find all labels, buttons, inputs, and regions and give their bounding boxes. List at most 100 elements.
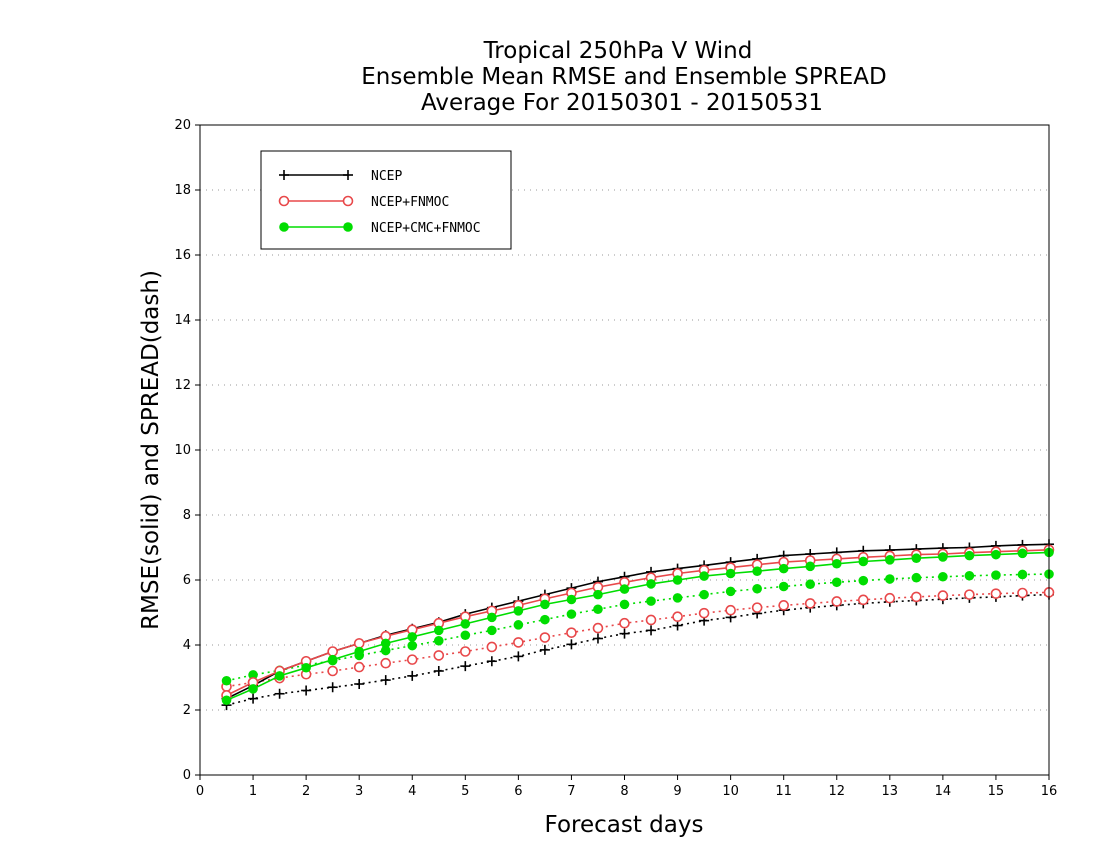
data-point (725, 568, 736, 579)
data-point (539, 632, 551, 643)
data-point (858, 575, 869, 586)
data-point (672, 593, 683, 603)
legend-marker-left (279, 222, 289, 232)
legend-marker-right (343, 170, 353, 180)
x-tick-label: 12 (828, 784, 845, 799)
y-tick-label: 4 (183, 638, 191, 653)
x-tick-label: 3 (355, 784, 363, 799)
data-point (646, 596, 656, 606)
data-point (857, 594, 869, 606)
chart-title-line-3: Average For 20150301 - 20150531 (421, 90, 823, 116)
data-point (353, 661, 365, 673)
data-point (831, 577, 842, 588)
data-point (646, 579, 656, 589)
data-point (911, 553, 922, 564)
data-point (513, 606, 524, 616)
x-tick-label: 7 (567, 784, 575, 799)
y-tick-label: 8 (183, 508, 191, 523)
data-point (672, 611, 683, 623)
data-point (778, 563, 789, 574)
data-point (646, 625, 657, 636)
data-point (964, 589, 975, 600)
data-point (301, 685, 312, 696)
series-line-ncep-rmse (226, 543, 1050, 700)
legend-item: NCEP+FNMOC (278, 195, 449, 210)
series-ncep-rmse (221, 539, 1054, 704)
data-point (380, 675, 391, 686)
chart-title-line-2: Ensemble Mean RMSE and Ensemble SPREAD (361, 64, 886, 90)
series-line-ncep-fnmoc-spread (226, 591, 1050, 688)
data-point (248, 693, 259, 704)
data-point (380, 638, 391, 649)
legend-label: NCEP+FNMOC (371, 195, 449, 210)
data-point (619, 617, 630, 629)
data-point (380, 657, 392, 669)
data-point (1017, 569, 1028, 580)
x-tick-label: 16 (1041, 784, 1058, 799)
data-point (911, 591, 922, 603)
data-point (752, 566, 762, 577)
data-point (248, 670, 258, 680)
y-tick-label: 16 (174, 248, 191, 263)
legend-item: NCEP (279, 169, 402, 184)
data-point (513, 620, 524, 630)
data-point (938, 571, 948, 582)
data-point (991, 549, 1001, 560)
x-tick-label: 8 (620, 784, 628, 799)
x-tick-label: 2 (302, 784, 310, 799)
x-tick-label: 1 (249, 784, 257, 799)
data-point (619, 599, 630, 610)
x-tick-label: 4 (408, 784, 416, 799)
x-tick-label: 9 (673, 784, 681, 799)
data-point (991, 570, 1001, 580)
data-point (433, 635, 444, 646)
data-point (487, 625, 497, 636)
data-point (353, 638, 365, 649)
data-point (407, 640, 418, 651)
data-point (274, 688, 285, 699)
data-point (327, 654, 338, 665)
legend-marker-right (343, 222, 353, 232)
data-point (699, 589, 709, 600)
y-tick-label: 12 (174, 378, 191, 393)
data-point (539, 644, 550, 655)
data-point (566, 609, 577, 619)
x-tick-label: 11 (775, 784, 792, 799)
legend-marker-left (279, 170, 289, 180)
legend: NCEP NCEP+FNMOC NCEP+CMC+FNMOC (260, 150, 512, 250)
data-point (406, 654, 418, 665)
data-point (885, 555, 895, 565)
data-point (990, 588, 1002, 599)
x-tick-label: 15 (988, 784, 1005, 799)
legend-label: NCEP (371, 169, 402, 184)
data-point (593, 604, 603, 615)
data-point (433, 650, 445, 661)
data-point (1017, 548, 1028, 559)
chart-title-line-1: Tropical 250hPa V Wind (483, 38, 753, 64)
data-point (460, 646, 471, 657)
data-point (672, 575, 683, 585)
series-ncep-spread (221, 589, 1054, 711)
x-tick-label: 6 (514, 784, 522, 799)
series-line-ncep-cmc-fnmoc-spread (226, 573, 1050, 682)
legend-label: NCEP+CMC+FNMOC (371, 221, 481, 236)
y-tick-label: 20 (174, 118, 191, 133)
data-point (327, 646, 338, 657)
data-point (645, 614, 657, 626)
series-ncep-fnmoc-rmse (221, 544, 1055, 701)
data-point (964, 570, 975, 581)
data-point (513, 637, 524, 648)
data-point (805, 579, 816, 590)
series-line-ncep-spread (226, 593, 1050, 706)
y-tick-label: 0 (183, 768, 191, 783)
x-tick-label: 5 (461, 784, 469, 799)
data-point (248, 684, 258, 694)
data-point (433, 625, 444, 636)
x-axis-label: Forecast days (545, 812, 704, 838)
data-point (805, 561, 816, 572)
data-point (831, 558, 842, 569)
data-point (407, 670, 418, 681)
data-point (354, 646, 364, 657)
